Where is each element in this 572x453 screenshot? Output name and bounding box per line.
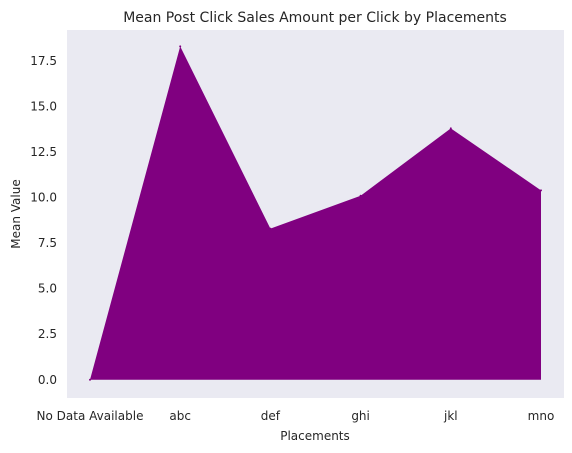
- x-tick-label: No Data Available: [37, 409, 144, 423]
- x-tick-label: jkl: [443, 409, 458, 423]
- y-tick-label: 10.0: [30, 191, 57, 205]
- x-tick-label: def: [261, 409, 281, 423]
- y-axis-label: Mean Value: [9, 179, 23, 248]
- y-tick-label: 7.5: [38, 236, 57, 250]
- data-point-def: [269, 227, 272, 230]
- x-axis-label: Placements: [280, 429, 350, 443]
- y-tick-label: 17.5: [30, 54, 57, 68]
- chart-title: Mean Post Click Sales Amount per Click b…: [123, 10, 507, 26]
- x-tick-label: abc: [169, 409, 191, 423]
- data-point-ghi: [359, 194, 362, 197]
- data-point-mno: [540, 189, 542, 192]
- x-tick-label: mno: [528, 409, 555, 423]
- y-tick-label: 2.5: [38, 327, 57, 341]
- x-tick-labels: No Data Available abc def ghi jkl mno: [37, 409, 555, 423]
- y-tick-label: 12.5: [30, 145, 57, 159]
- x-tick-label: ghi: [351, 409, 370, 423]
- data-point-abc: [179, 45, 182, 48]
- area-series: [90, 46, 541, 380]
- y-tick-labels: 0.0 2.5 5.0 7.5 10.0 12.5 15.0 17.5: [30, 54, 57, 387]
- data-point-no-data-available: [89, 378, 91, 381]
- area-layer: [89, 45, 542, 381]
- data-point-jkl: [449, 127, 452, 130]
- y-tick-label: 15.0: [30, 100, 57, 114]
- y-tick-label: 5.0: [38, 282, 57, 296]
- y-tick-label: 0.0: [38, 373, 57, 387]
